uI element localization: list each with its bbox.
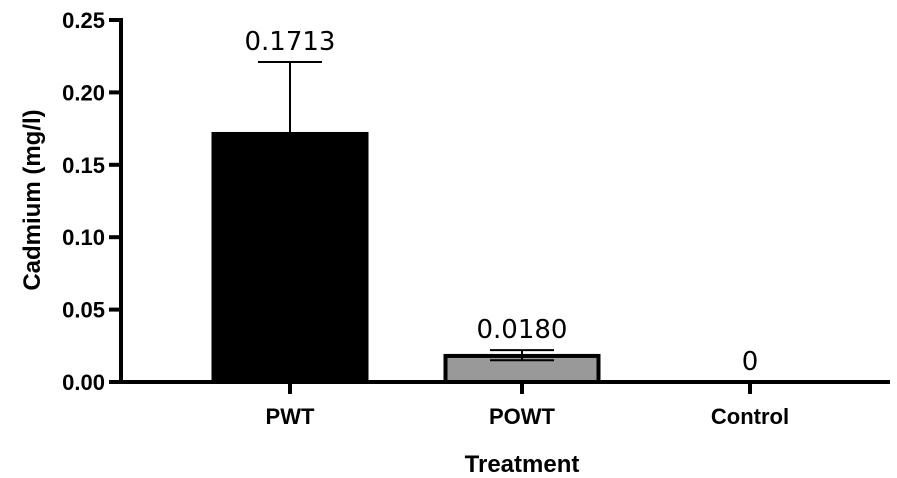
x-axis-title: Treatment (465, 451, 580, 478)
y-tick-label: 0.00 (62, 370, 105, 395)
error-bars (258, 60, 554, 362)
y-tick-label: 0.25 (62, 8, 105, 33)
y-axis-ticks: 0.00 0.05 0.10 0.15 0.20 0.25 (62, 8, 121, 395)
x-tick-label: Control (711, 404, 789, 429)
x-tick-label: POWT (489, 404, 556, 429)
y-tick-label: 0.10 (62, 225, 105, 250)
data-label: 0 (742, 347, 759, 377)
data-label: 0.1713 (245, 27, 336, 57)
y-axis-title: Cadmium (mg/l) (19, 109, 46, 290)
x-tick-label: PWT (266, 404, 315, 429)
data-label: 0.0180 (477, 315, 568, 345)
bar-pwt (211, 131, 369, 384)
data-labels: 0.1713 0.0180 0 (245, 27, 759, 377)
y-tick-label: 0.20 (62, 80, 105, 105)
y-tick-label: 0.05 (62, 298, 105, 323)
y-tick-label: 0.15 (62, 153, 105, 178)
x-axis-ticks: PWT POWT Control (266, 382, 789, 429)
